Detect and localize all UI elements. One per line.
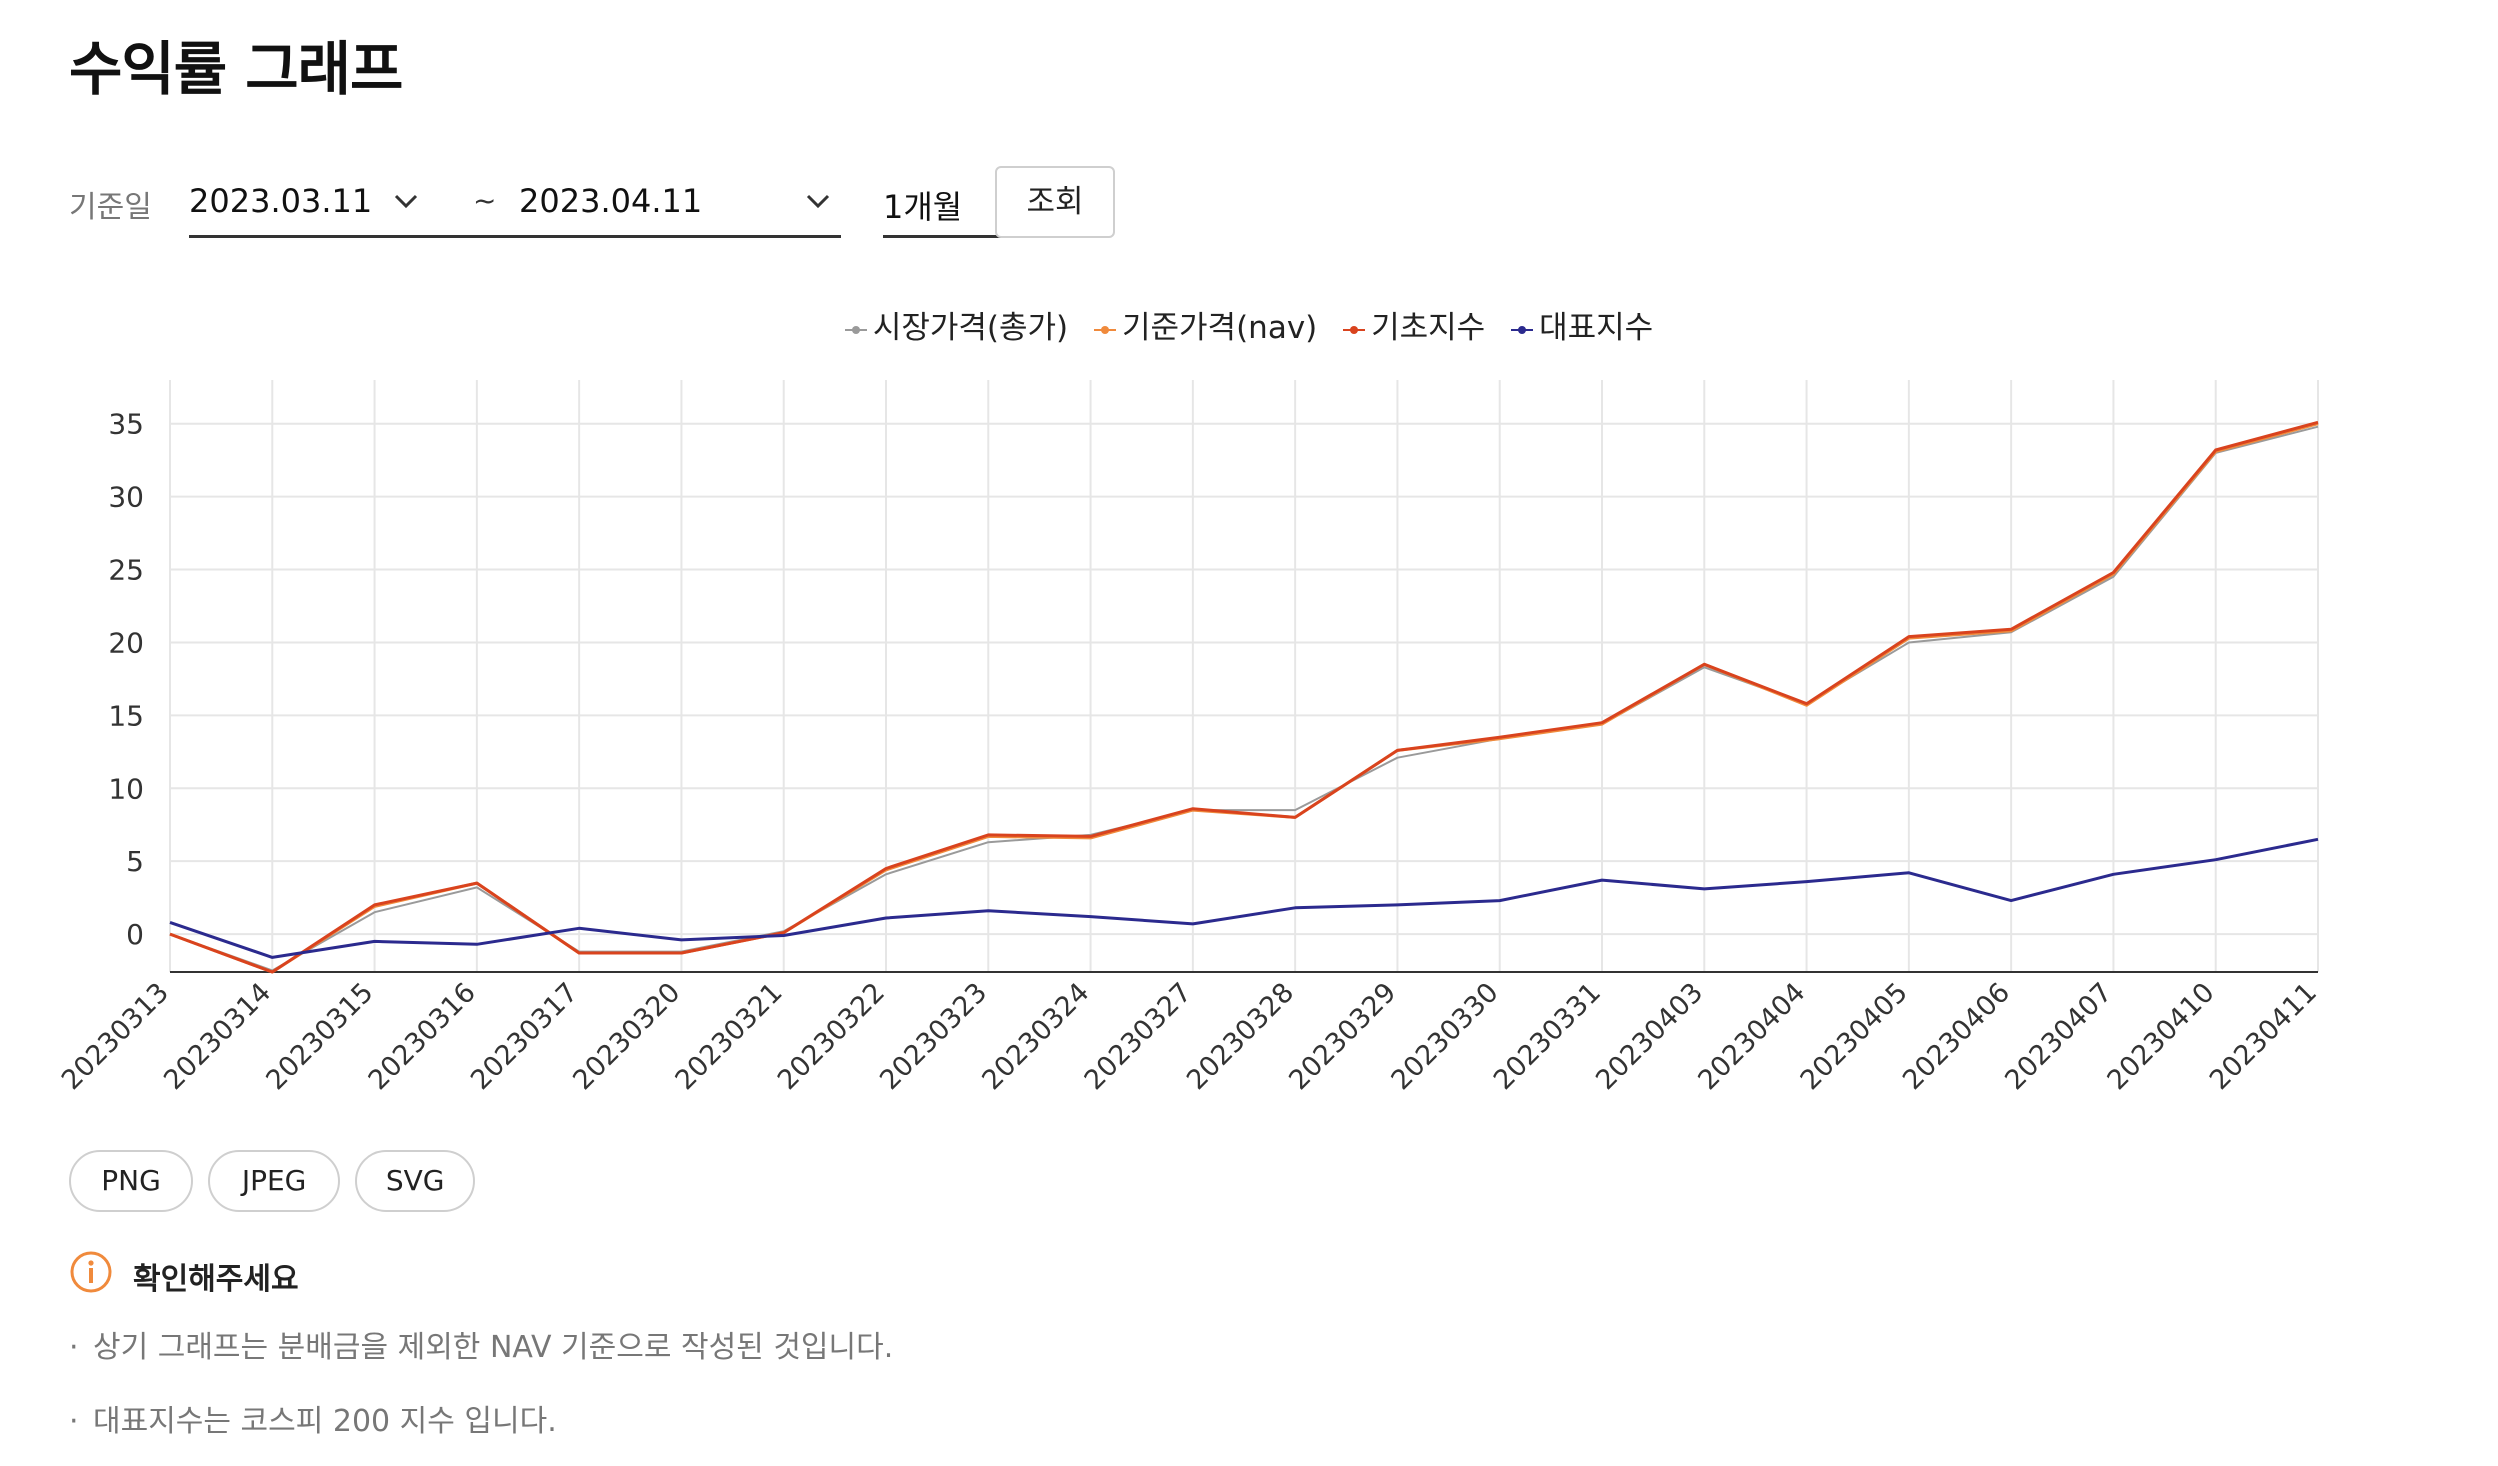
- notice-item: · 대표지수는 코스피 200 지수 입니다.: [69, 1404, 557, 1439]
- x-tick-label: 20230324: [976, 977, 1095, 1096]
- legend-marker-icon: [1511, 323, 1534, 337]
- start-date-value: 2023.03.11: [189, 182, 373, 220]
- notice-section: 확인해주세요 · 상기 그래프는 분배금을 제외한 NAV 기준으로 작성된 것입…: [69, 1250, 1669, 1439]
- x-tick-label: 20230407: [1999, 977, 2118, 1096]
- legend-label: 대표지수: [1539, 310, 1654, 346]
- legend-marker-icon: [1094, 323, 1116, 337]
- legend-label: 시장가격(총가): [872, 310, 1069, 346]
- series-line: [169, 420, 2319, 974]
- chart-legend: 시장가격(총가) 기준가격(nav) 기초지수 대표지수: [0, 302, 2498, 347]
- chevron-down-icon: [806, 194, 830, 209]
- x-tick-label: 20230316: [363, 977, 482, 1096]
- legend-label: 기초지수: [1371, 310, 1486, 346]
- notice-item: · 상기 그래프는 분배금을 제외한 NAV 기준으로 작성된 것입니다.: [69, 1330, 894, 1365]
- period-value: 1개월: [883, 188, 963, 226]
- legend-marker-icon: [1343, 323, 1366, 337]
- y-tick-label: 0: [126, 918, 144, 951]
- export-jpeg-button[interactable]: JPEG: [208, 1150, 341, 1212]
- y-tick-label: 25: [108, 554, 144, 587]
- legend-marker-icon: [844, 323, 867, 337]
- date-filter-bar: 기준일 2023.03.11 ~ 2023.04.11 1개월 조회: [69, 166, 1169, 240]
- x-tick-label: 20230330: [1386, 977, 1505, 1096]
- notice-item-text: 상기 그래프는 분배금을 제외한 NAV 기준으로 작성된 것입니다.: [93, 1330, 894, 1365]
- notice-title: 확인해주세요: [133, 1262, 299, 1297]
- x-tick-label: 20230322: [772, 977, 891, 1096]
- y-tick-label: 5: [126, 845, 144, 878]
- legend-label: 기준가격(nav): [1122, 310, 1318, 346]
- x-tick-label: 20230315: [260, 977, 379, 1096]
- y-tick-label: 35: [108, 408, 144, 441]
- legend-item-market-price[interactable]: 시장가격(총가): [844, 302, 1069, 347]
- x-tick-label: 20230403: [1590, 977, 1709, 1096]
- chevron-down-icon: [394, 194, 418, 209]
- x-tick-label: 20230327: [1079, 977, 1198, 1096]
- search-button[interactable]: 조회: [995, 166, 1115, 238]
- x-tick-label: 20230406: [1897, 977, 2016, 1096]
- end-date-value: 2023.04.11: [519, 182, 703, 220]
- base-date-label: 기준일: [69, 190, 152, 225]
- x-tick-label: 20230313: [56, 977, 175, 1096]
- x-tick-label: 20230328: [1181, 977, 1300, 1096]
- x-tick-label: 20230404: [1692, 977, 1811, 1096]
- legend-item-nav[interactable]: 기준가격(nav): [1094, 302, 1317, 347]
- start-date-select[interactable]: 2023.03.11: [189, 166, 429, 238]
- y-tick-label: 15: [108, 699, 144, 732]
- series-line: [169, 422, 2319, 974]
- export-svg-button[interactable]: SVG: [355, 1150, 476, 1212]
- x-tick-label: 20230331: [1488, 977, 1607, 1096]
- x-tick-label: 20230317: [465, 977, 584, 1096]
- x-tick-label: 20230321: [670, 977, 789, 1096]
- series-line: [169, 425, 2319, 972]
- legend-item-representative-index[interactable]: 대표지수: [1511, 302, 1653, 347]
- x-tick-label: 20230320: [567, 977, 686, 1096]
- series-line: [169, 837, 2319, 959]
- returns-line-chart: 0510152025303520230313202303142023031520…: [56, 380, 2323, 1096]
- page-title: 수익률 그래프: [69, 35, 403, 103]
- y-tick-label: 10: [108, 772, 144, 805]
- x-tick-label: 20230405: [1795, 977, 1914, 1096]
- x-tick-label: 20230410: [2102, 977, 2221, 1096]
- export-png-button[interactable]: PNG: [69, 1150, 193, 1212]
- y-tick-label: 20: [108, 626, 144, 659]
- x-tick-label: 20230411: [2204, 977, 2323, 1096]
- notice-item-text: 대표지수는 코스피 200 지수 입니다.: [93, 1404, 557, 1439]
- date-range-separator: ~: [473, 184, 497, 217]
- info-icon: [70, 1251, 112, 1293]
- x-tick-label: 20230314: [158, 977, 277, 1096]
- legend-item-base-index[interactable]: 기초지수: [1343, 302, 1485, 347]
- x-tick-label: 20230323: [874, 977, 993, 1096]
- y-tick-label: 30: [108, 481, 144, 514]
- x-tick-label: 20230329: [1283, 977, 1402, 1096]
- export-button-group: PNG JPEG SVG: [69, 1150, 485, 1212]
- end-date-select[interactable]: 2023.04.11: [509, 166, 841, 238]
- notice-header: 확인해주세요: [69, 1250, 1669, 1297]
